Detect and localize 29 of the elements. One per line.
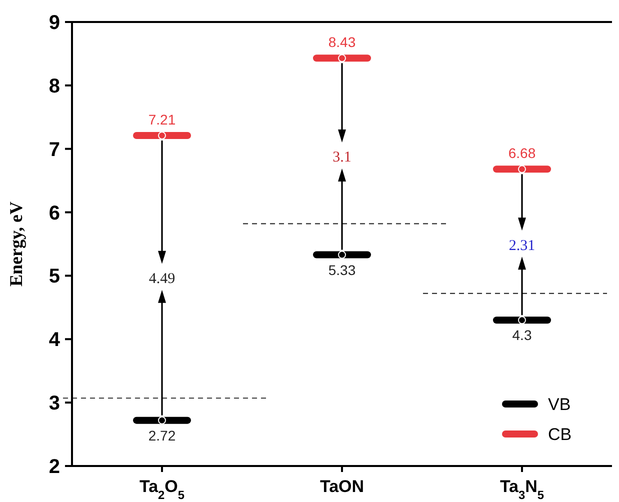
x-tick-label: TaON (320, 477, 364, 496)
y-tick-label: 7 (48, 138, 60, 161)
data-label: 4.3 (512, 327, 532, 344)
y-tick-label: 2 (48, 456, 60, 478)
data-label: 2.72 (148, 427, 176, 444)
y-tick-label: 5 (48, 266, 60, 288)
y-axis-title: Energy, eV (6, 202, 26, 286)
point (338, 250, 346, 259)
point (518, 316, 526, 324)
y-tick-label: 3 (48, 392, 60, 415)
data-label: 7.21 (148, 112, 176, 128)
annotation: 4.49 (148, 271, 176, 288)
annotation: 2.31 (508, 238, 536, 254)
point (158, 416, 166, 424)
x-tick-label: Ta$_{2}$O$_{5}$ (139, 477, 185, 502)
point (518, 165, 526, 174)
y-tick-label: 9 (48, 12, 60, 34)
data-label: 6.68 (508, 145, 536, 162)
data-label: 8.43 (328, 34, 356, 50)
legend-label: CB (548, 424, 572, 444)
y-tick-label: 6 (48, 202, 60, 224)
y-tick-label: 8 (48, 75, 60, 98)
data-label: 5.33 (328, 262, 356, 278)
point (158, 132, 166, 140)
annotation: 3.1 (332, 150, 352, 166)
y-tick-label: 4 (48, 329, 61, 352)
x-tick-label: Ta$_{3}$N$_{5}$ (500, 477, 544, 502)
legend-label: VB (548, 394, 571, 414)
point (338, 54, 346, 62)
